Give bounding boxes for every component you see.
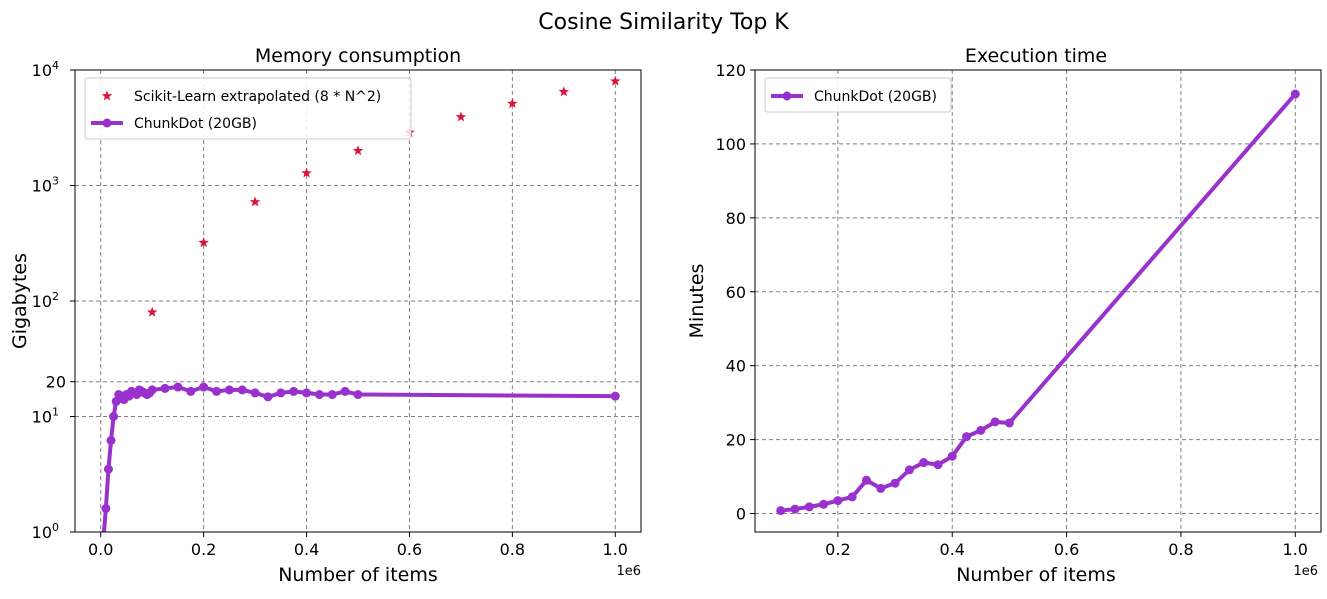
- memory-chart-legend-label: ChunkDot (20GB): [134, 116, 257, 132]
- execution-chart-data-point: [861, 475, 871, 485]
- memory-chart-y-tick-label: 101: [32, 406, 59, 427]
- execution-chart-x-tick-label: 0.6: [1054, 540, 1079, 559]
- memory-chart-data-point: [353, 390, 363, 400]
- figure-suptitle: Cosine Similarity Top K: [538, 10, 789, 35]
- memory-chart-star-point: [249, 196, 261, 207]
- execution-chart-data-point: [776, 506, 786, 516]
- execution-chart-data-point: [819, 499, 829, 509]
- memory-chart-data-point: [212, 386, 221, 396]
- execution-chart-data-point: [1004, 418, 1014, 428]
- memory-chart-y-tick-label: 20: [46, 373, 66, 392]
- memory-chart-data-point: [109, 412, 119, 421]
- memory-chart-legend-label: Scikit-Learn extrapolated (8 * N^2): [134, 89, 381, 105]
- execution-chart-data-point: [790, 504, 800, 514]
- memory-chart-x-tick-label: 0.2: [191, 540, 216, 559]
- memory-chart-data-point: [106, 435, 116, 445]
- execution-chart-y-tick-label: 80: [726, 209, 746, 228]
- execution-chart-y-axis-label: Minutes: [686, 264, 708, 339]
- memory-chart-data-point: [250, 388, 260, 398]
- execution-chart-data-point: [847, 492, 857, 502]
- memory-chart-star-point: [146, 306, 158, 317]
- execution-chart-title: Execution time: [965, 45, 1107, 67]
- execution-chart-y-tick-label: 100: [715, 135, 746, 154]
- memory-chart-x-tick-label: 0.8: [500, 540, 525, 559]
- execution-chart-x-tick-label: 0.8: [1168, 540, 1193, 559]
- execution-chart-y-tick-label: 0: [736, 505, 746, 524]
- memory-chart-data-point: [199, 382, 209, 392]
- memory-chart-data-point: [147, 385, 157, 395]
- execution-chart-data-point: [804, 502, 814, 512]
- execution-chart-data-point: [833, 496, 843, 506]
- memory-chart-data-point: [302, 388, 312, 398]
- memory-chart-x-offset-label: 1e6: [616, 564, 641, 579]
- memory-chart-data-point: [276, 388, 286, 398]
- memory-chart-y-tick-label: 104: [32, 59, 59, 80]
- execution-chart-x-tick-label: 0.2: [825, 540, 850, 559]
- memory-chart-legend-marker-icon: [102, 118, 112, 128]
- memory-chart-data-point: [224, 385, 234, 395]
- memory-chart-data-point: [160, 383, 170, 393]
- memory-chart-series-line: [101, 385, 618, 532]
- memory-chart-data-point: [101, 503, 111, 513]
- memory-chart-star-point: [301, 167, 312, 178]
- execution-chart-data-point: [962, 432, 972, 442]
- memory-chart-y-tick-label: 103: [32, 175, 59, 196]
- execution-chart-data-point: [904, 465, 914, 475]
- memory-chart-title: Memory consumption: [255, 45, 461, 67]
- execution-chart-legend-label: ChunkDot (20GB): [814, 89, 937, 105]
- memory-chart-data-point: [263, 392, 273, 402]
- memory-chart-y-tick-label: 102: [32, 290, 59, 311]
- memory-chart-y-axis-label: Gigabytes: [9, 253, 31, 349]
- execution-chart-x-tick-label: 1.0: [1283, 540, 1308, 559]
- memory-chart-data-point: [327, 390, 337, 400]
- execution-chart-data-point: [990, 417, 1000, 427]
- memory-chart-star-point: [610, 75, 621, 86]
- memory-chart-data-point: [314, 390, 324, 400]
- execution-chart-x-offset-label: 1e6: [1293, 564, 1318, 579]
- memory-chart-x-tick-label: 0.4: [294, 540, 319, 559]
- memory-chart-x-tick-label: 0.0: [88, 540, 113, 559]
- memory-chart-data-point: [237, 385, 247, 395]
- execution-chart-plot-area: [754, 69, 1322, 533]
- execution-chart-y-tick-label: 60: [726, 283, 746, 302]
- execution-chart-data-point: [890, 478, 900, 488]
- memory-chart-star-point: [198, 237, 209, 248]
- execution-chart-data-point: [976, 425, 986, 435]
- memory-consumption-chart: 0.0 0.2 0.4 0.6 0.8 1.0 100 101 20 102 103 104 Memo…: [9, 45, 642, 586]
- execution-chart-y-tick-label: 20: [726, 431, 746, 450]
- memory-chart-x-axis-label: Number of items: [278, 564, 438, 586]
- execution-chart-x-tick-label: 0.4: [940, 540, 965, 559]
- execution-chart-data-point: [933, 460, 943, 470]
- memory-chart-star-point: [455, 111, 467, 122]
- execution-chart-legend-marker-icon: [782, 91, 792, 101]
- memory-chart-star-point: [352, 145, 364, 156]
- execution-chart-x-axis-label: Number of items: [956, 564, 1116, 586]
- memory-chart-data-point: [610, 391, 620, 401]
- execution-chart-data-point: [876, 483, 886, 493]
- execution-time-chart: 0.2 0.4 0.6 0.8 1.0 0 20 40 60 80 100 120 Execution…: [686, 45, 1322, 586]
- execution-chart-data-point: [1290, 89, 1300, 99]
- memory-chart-y-tick-label: 100: [32, 521, 59, 542]
- memory-chart-star-point: [507, 98, 518, 109]
- execution-chart-series-line: [778, 92, 1298, 513]
- execution-chart-y-tick-label: 40: [726, 357, 746, 376]
- execution-chart-data-point: [947, 451, 957, 461]
- execution-chart-legend-box: [764, 77, 952, 113]
- memory-chart-x-tick-label: 0.6: [397, 540, 422, 559]
- memory-chart-data-point: [186, 386, 196, 396]
- memory-chart-data-point: [340, 386, 350, 396]
- memory-chart-star-point: [558, 86, 570, 97]
- execution-chart-data-point: [919, 458, 929, 468]
- memory-chart-x-tick-label: 1.0: [603, 540, 628, 559]
- memory-chart-legend-box: [84, 77, 412, 140]
- execution-chart-y-tick-label: 120: [715, 61, 746, 80]
- memory-chart-data-point: [173, 382, 183, 392]
- memory-chart-data-point: [289, 386, 299, 396]
- memory-chart-data-point: [103, 464, 113, 474]
- memory-chart-data-point: [97, 562, 106, 571]
- memory-chart-legend-star-icon: [101, 90, 113, 101]
